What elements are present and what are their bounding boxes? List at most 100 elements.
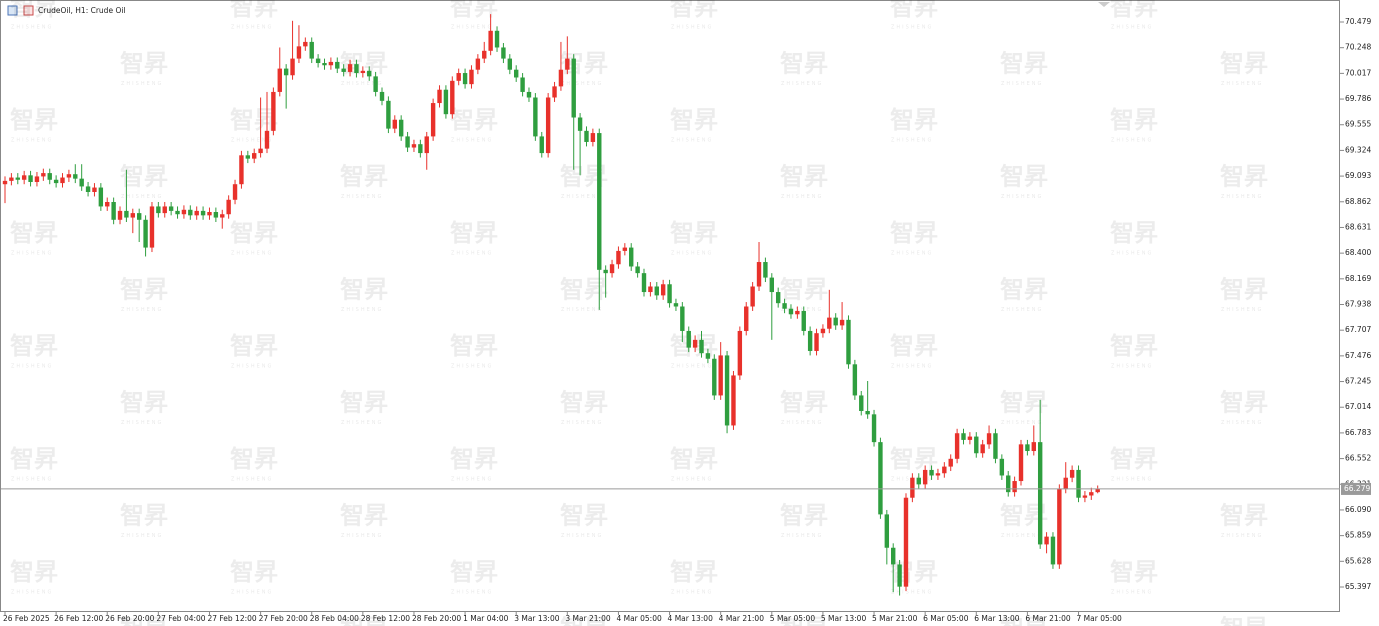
candle-body	[1095, 488, 1100, 493]
candle-body	[718, 355, 723, 396]
candle-body	[801, 310, 806, 331]
x-tick-label: 5 Mar 13:00	[821, 614, 867, 623]
watermark-text: 智昇	[670, 445, 718, 473]
watermark-text: 智昇	[120, 50, 168, 78]
candle-body	[360, 70, 366, 74]
watermark-text: 智昇	[560, 276, 608, 304]
watermark-text: 智昇	[890, 219, 938, 247]
candle-body	[552, 86, 557, 98]
y-tick-label: 67.476	[1345, 351, 1371, 360]
candle-body	[501, 47, 506, 59]
candle-body	[571, 58, 576, 118]
candle-body	[9, 177, 14, 181]
watermark-text: 智昇	[670, 219, 718, 247]
y-tick-label: 68.400	[1345, 248, 1371, 257]
candle-body	[411, 144, 417, 148]
candle-body	[597, 133, 602, 270]
symbol-icons	[7, 5, 34, 16]
candle-body	[437, 89, 442, 104]
candle-body	[558, 69, 564, 87]
watermark-subtext: ZHISHENG	[781, 307, 823, 313]
candle-body	[724, 355, 730, 426]
watermark-text: 智昇	[120, 502, 168, 530]
watermark-text: 智昇	[230, 558, 278, 586]
watermark-subtext: ZHISHENG	[1221, 533, 1263, 539]
y-tick-label: 68.862	[1345, 197, 1371, 206]
candle-body	[507, 58, 513, 70]
candle-body	[935, 473, 941, 476]
candle-body	[686, 330, 691, 348]
candle-body	[1089, 492, 1094, 496]
candle-body	[28, 175, 33, 182]
watermark-text: 智昇	[10, 0, 58, 21]
candle-body	[1006, 475, 1011, 493]
y-tick-label: 69.093	[1345, 171, 1371, 180]
candle-body	[111, 201, 116, 220]
candle-body	[53, 179, 59, 184]
watermark-subtext: ZHISHENG	[1111, 477, 1153, 483]
candle-body	[322, 63, 327, 66]
watermark-subtext: ZHISHENG	[561, 81, 603, 87]
watermark-text: 智昇	[120, 615, 168, 626]
candle-body	[194, 210, 199, 216]
watermark-subtext: ZHISHENG	[891, 364, 933, 370]
candle-body	[443, 89, 449, 115]
candle-body	[603, 269, 608, 274]
y-tick-label: 65.859	[1345, 531, 1371, 540]
chart-title: CrudeOil, H1: Crude Oil	[38, 6, 126, 15]
candle-body	[756, 262, 762, 287]
watermark-text: 智昇	[10, 332, 58, 360]
x-tick-label: 6 Mar 21:00	[1025, 614, 1071, 623]
candle-body	[577, 117, 583, 131]
candle-body	[34, 176, 40, 182]
candle-body	[136, 213, 142, 220]
candle-body	[769, 277, 774, 293]
x-tick-label: 26 Feb 2025	[3, 614, 50, 623]
candle-body	[430, 103, 436, 137]
watermark-text: 智昇	[890, 0, 938, 21]
candle-body	[974, 436, 979, 454]
candle-body	[1082, 495, 1088, 498]
candle-body	[405, 136, 410, 148]
candle-body	[1050, 536, 1056, 565]
candle-body	[737, 330, 743, 376]
watermark-text: 智昇	[1220, 615, 1268, 626]
watermark-subtext: ZHISHENG	[1221, 307, 1263, 313]
x-tick-label: 3 Mar 21:00	[565, 614, 611, 623]
candle-body	[1076, 469, 1081, 498]
watermark-text: 智昇	[1110, 219, 1158, 247]
candle-body	[948, 458, 953, 467]
candle-body	[85, 186, 91, 192]
watermark-text: 智昇	[890, 558, 938, 586]
candle-body	[750, 286, 755, 307]
watermark-subtext: ZHISHENG	[1001, 81, 1043, 87]
candle-body	[475, 58, 481, 70]
watermark-subtext: ZHISHENG	[11, 590, 53, 596]
x-tick-label: 27 Feb 04:00	[156, 614, 205, 623]
candle-body	[488, 30, 493, 51]
y-tick-label: 67.245	[1345, 377, 1371, 386]
candle-body	[79, 178, 84, 187]
candle-body	[124, 210, 129, 218]
watermark-text: 智昇	[780, 50, 828, 78]
candle-body	[884, 514, 890, 548]
x-tick-label: 28 Feb 20:00	[412, 614, 461, 623]
candle-body	[712, 358, 717, 396]
watermark-text: 智昇	[1000, 163, 1048, 191]
candle-body	[462, 73, 468, 85]
candle-body	[922, 469, 928, 485]
candle-body	[859, 395, 864, 412]
candle-body	[386, 100, 391, 129]
candle-body	[954, 433, 960, 459]
x-tick-label: 4 Mar 13:00	[668, 614, 714, 623]
candle-body	[782, 303, 787, 309]
watermark-text: 智昇	[10, 106, 58, 134]
candle-body	[245, 155, 251, 159]
candle-body	[584, 130, 589, 142]
watermark-subtext: ZHISHENG	[451, 138, 493, 144]
candle-body	[264, 130, 270, 149]
candle-body	[897, 564, 902, 587]
watermark: 智昇 ZHISHENG 智昇 ZHISHENG 智昇 ZHISHENG 智昇 ZHISHENG…	[10, 0, 1268, 626]
candle-body	[271, 91, 276, 131]
candle-body	[328, 61, 334, 66]
